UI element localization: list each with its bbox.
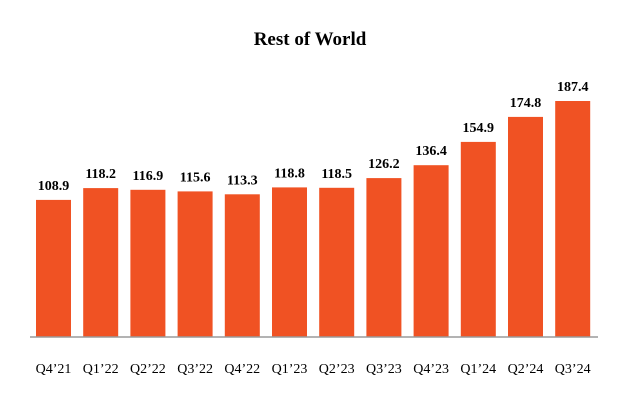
x-tick-label-9: Q1’24: [460, 362, 496, 377]
bar-10: [508, 116, 543, 338]
x-tick-label-5: Q1’23: [272, 362, 308, 377]
value-label-1: 118.2: [85, 167, 116, 182]
value-label-3: 115.6: [180, 170, 211, 185]
bar-11: [555, 101, 591, 337]
value-label-0: 108.9: [38, 179, 70, 194]
value-labels-group: 108.9 118.2 116.9 115.6 113.3 118.8 118.5 126.2…: [38, 80, 589, 194]
bar-0: [36, 199, 71, 337]
value-label-5: 118.8: [274, 166, 305, 181]
x-tick-label-2: Q2’22: [130, 362, 166, 377]
bar-8: [413, 165, 449, 337]
bar-5: [272, 187, 307, 337]
bars-group: [36, 101, 591, 338]
x-tick-label-4: Q4’22: [224, 362, 260, 377]
bar-2: [130, 189, 166, 337]
value-label-11: 187.4: [557, 80, 589, 95]
value-label-7: 126.2: [368, 157, 400, 172]
bar-1: [83, 188, 119, 337]
bar-6: [319, 187, 355, 337]
bar-7: [366, 178, 402, 337]
bar-3: [177, 191, 213, 337]
x-tick-label-7: Q3’23: [366, 362, 402, 377]
value-label-9: 154.9: [463, 121, 495, 136]
bar-4: [224, 194, 260, 337]
x-tick-label-0: Q4’21: [36, 362, 72, 377]
value-label-2: 116.9: [133, 169, 164, 184]
value-label-10: 174.8: [510, 96, 542, 111]
x-tick-label-1: Q1’22: [83, 362, 119, 377]
chart-title: Rest of World: [254, 29, 367, 50]
x-tick-label-10: Q2’24: [508, 362, 544, 377]
x-tick-label-3: Q3’22: [177, 362, 213, 377]
x-tick-label-11: Q3’24: [555, 362, 591, 377]
x-tick-label-6: Q2’23: [319, 362, 355, 377]
x-tick-labels-group: Q4’21 Q1’22 Q2’22 Q3’22 Q4’22 Q1’23 Q2’23 Q3’23…: [36, 362, 591, 377]
value-label-4: 113.3: [227, 173, 258, 188]
bar-9: [460, 141, 496, 337]
value-label-8: 136.4: [415, 144, 447, 159]
value-label-6: 118.5: [321, 167, 352, 182]
x-tick-label-8: Q4’23: [413, 362, 449, 377]
